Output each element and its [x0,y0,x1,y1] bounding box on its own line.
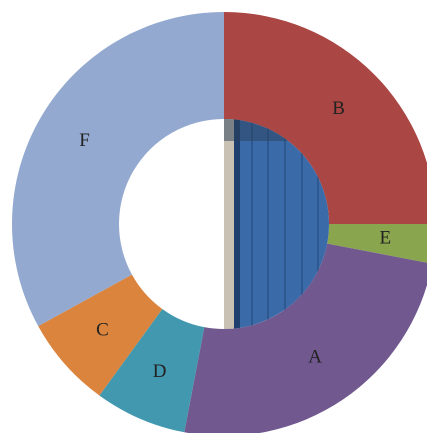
slice-label: C [96,319,109,340]
slice [327,224,427,263]
slice [38,274,163,396]
slice [99,308,205,433]
slice-label: A [308,346,322,367]
slice [11,12,225,327]
slice [224,12,427,224]
slice-label: D [153,361,167,382]
slice-label: E [379,228,391,249]
slice-label: B [332,98,345,119]
slice [184,243,427,433]
slice-label: F [79,130,90,151]
slices [11,12,427,433]
